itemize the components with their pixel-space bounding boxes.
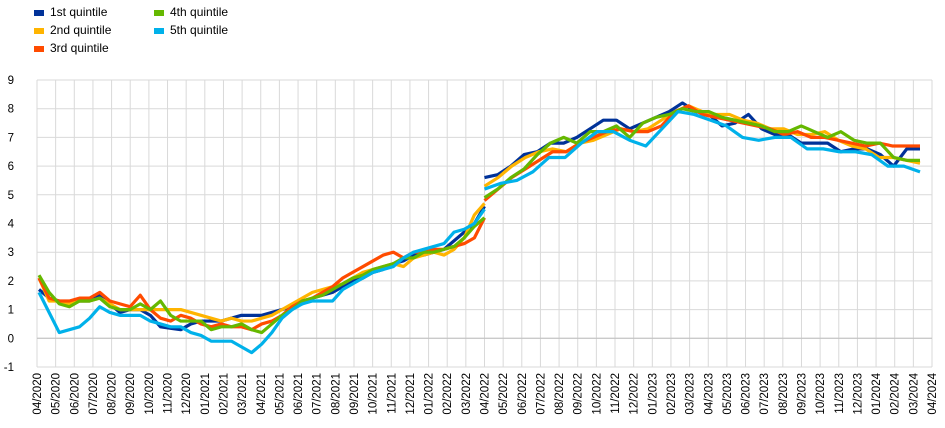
series-line-2-segment-1 [37, 202, 486, 323]
x-tick-label: 02/2024 [890, 372, 902, 414]
series-line-4-segment-2 [483, 107, 920, 200]
x-tick-label: 05/2020 [51, 373, 63, 415]
x-tick-label: 04/2022 [480, 373, 492, 415]
x-tick-label: 03/2023 [685, 373, 697, 415]
x-tick-label: 08/2020 [107, 373, 119, 415]
x-tick-label: 07/2021 [312, 373, 324, 415]
y-tick-label: 9 [8, 75, 14, 87]
x-tick-label: 02/2023 [666, 373, 678, 415]
x-tick-label: 12/2020 [181, 373, 193, 415]
x-tick-label: 07/2023 [759, 373, 771, 415]
x-tick-label: 06/2020 [69, 373, 81, 415]
x-tick-label: 02/2021 [218, 373, 230, 415]
y-tick-label: -1 [4, 362, 14, 374]
x-tick-label: 09/2021 [349, 373, 361, 415]
x-tick-label: 06/2022 [517, 373, 529, 415]
legend-label: 4th quintile [170, 5, 228, 19]
legend-label: 3rd quintile [50, 41, 109, 55]
x-tick-label: 02/2022 [442, 373, 454, 415]
x-tick-label: 04/2024 [927, 372, 939, 414]
x-tick-label: 11/2023 [834, 373, 846, 414]
x-tick-label: 08/2022 [554, 373, 566, 415]
x-tick-label: 01/2023 [647, 373, 659, 415]
legend-label: 5th quintile [170, 23, 228, 37]
x-tick-label: 05/2021 [274, 373, 286, 415]
x-tick-label: 10/2023 [815, 373, 827, 415]
x-tick-label: 05/2022 [498, 373, 510, 415]
x-tick-label: 01/2021 [200, 373, 212, 415]
legend: 1st quintile 2nd quintile 3rd quintile 4th … [34, 5, 228, 55]
x-tick-label: 11/2021 [386, 373, 398, 414]
x-axis-tick-labels: 04/2020 05/2020 06/2020 07/2020 08/2020 09/20… [32, 372, 939, 414]
legend-swatch [154, 10, 164, 16]
y-tick-label: 6 [8, 161, 14, 173]
legend-label: 2nd quintile [50, 23, 112, 37]
gridlines [36, 79, 933, 368]
x-tick-label: 06/2021 [293, 373, 305, 415]
y-tick-label: 1 [8, 305, 14, 317]
x-tick-label: 07/2022 [535, 373, 547, 415]
series-line-4-segment-1 [37, 216, 486, 335]
x-tick-label: 06/2023 [741, 373, 753, 415]
y-tick-label: 4 [8, 219, 15, 231]
y-tick-label: 2 [8, 276, 14, 288]
x-tick-label: 12/2021 [405, 373, 417, 415]
x-tick-label: 10/2021 [368, 373, 380, 415]
x-tick-label: 11/2020 [163, 373, 175, 414]
y-axis-tick-labels: -1 0 1 2 3 4 5 6 7 8 9 [4, 75, 15, 374]
x-tick-label: 03/2021 [237, 373, 249, 415]
series-lines [37, 101, 921, 355]
x-tick-label: 09/2023 [796, 373, 808, 415]
y-tick-label: 8 [8, 104, 14, 116]
x-tick-label: 10/2022 [591, 373, 603, 415]
series-line-5-segment-2 [483, 109, 921, 191]
x-tick-label: 04/2020 [32, 373, 44, 415]
x-tick-label: 11/2022 [610, 373, 622, 414]
legend-swatch [34, 10, 44, 16]
x-tick-label: 04/2021 [256, 373, 268, 415]
y-tick-label: 3 [8, 247, 14, 259]
x-tick-label: 03/2022 [461, 373, 473, 415]
legend-swatch [34, 46, 44, 52]
x-tick-label: 09/2022 [573, 373, 585, 415]
x-tick-label: 04/2023 [703, 373, 715, 415]
y-tick-label: 5 [8, 190, 14, 202]
legend-label: 1st quintile [50, 5, 108, 19]
x-tick-label: 12/2023 [852, 373, 864, 415]
legend-swatch [154, 28, 164, 34]
x-tick-label: 01/2022 [424, 373, 436, 415]
x-tick-label: 03/2024 [908, 372, 920, 414]
series-line-3-segment-2 [483, 104, 920, 202]
x-tick-label: 01/2024 [871, 372, 883, 414]
x-tick-label: 10/2020 [144, 373, 156, 415]
x-tick-label: 08/2021 [330, 373, 342, 415]
y-tick-label: 7 [8, 132, 14, 144]
y-tick-label: 0 [8, 333, 14, 345]
legend-swatch [34, 28, 44, 34]
series-line-5-segment-1 [37, 208, 486, 355]
x-tick-label: 08/2023 [778, 373, 790, 415]
x-tick-label: 05/2023 [722, 373, 734, 415]
x-tick-label: 09/2020 [125, 373, 137, 415]
x-tick-label: 07/2020 [88, 373, 100, 415]
x-tick-label: 12/2022 [629, 373, 641, 415]
series-line-3-segment-1 [37, 217, 486, 332]
